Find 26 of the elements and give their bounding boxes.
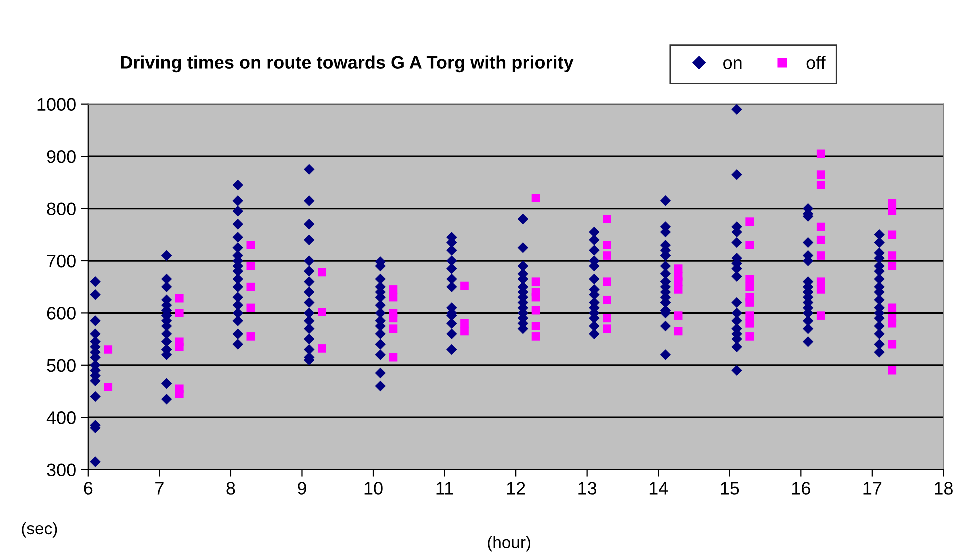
x-tick-label: 7: [156, 482, 164, 495]
legend-label: on: [724, 60, 742, 70]
x-tick-label: 6: [84, 482, 93, 495]
y-tick-label: 700: [47, 254, 76, 268]
y-tick-label: 900: [47, 150, 76, 164]
x-tick-label: 14: [650, 482, 668, 495]
x-tick-label: 9: [298, 482, 306, 495]
y-tick-label: 300: [47, 464, 76, 477]
chart-title: Driving times on route towards G A Torg with priority: [121, 56, 574, 73]
x-tick-label: 15: [721, 482, 740, 495]
x-tick-label: 18: [935, 482, 953, 495]
x-tick-label: 13: [578, 482, 597, 495]
x-tick-label: 17: [864, 482, 882, 495]
x-tick-label: 10: [364, 482, 383, 495]
legend-label: off: [806, 56, 826, 70]
x-axis-title: (hour): [488, 536, 531, 552]
x-tick-label: 8: [226, 482, 236, 495]
y-tick-label: 600: [47, 307, 76, 320]
x-tick-label: 16: [792, 482, 810, 495]
x-tick-label: 12: [507, 482, 526, 495]
x-tick-label: 11: [436, 482, 454, 495]
y-tick-label: 500: [47, 359, 76, 372]
y-tick-label: 800: [47, 202, 76, 216]
y-axis-title: (sec): [22, 522, 58, 538]
y-tick-label: 400: [46, 412, 76, 424]
y-tick-label: 1000: [38, 98, 76, 112]
